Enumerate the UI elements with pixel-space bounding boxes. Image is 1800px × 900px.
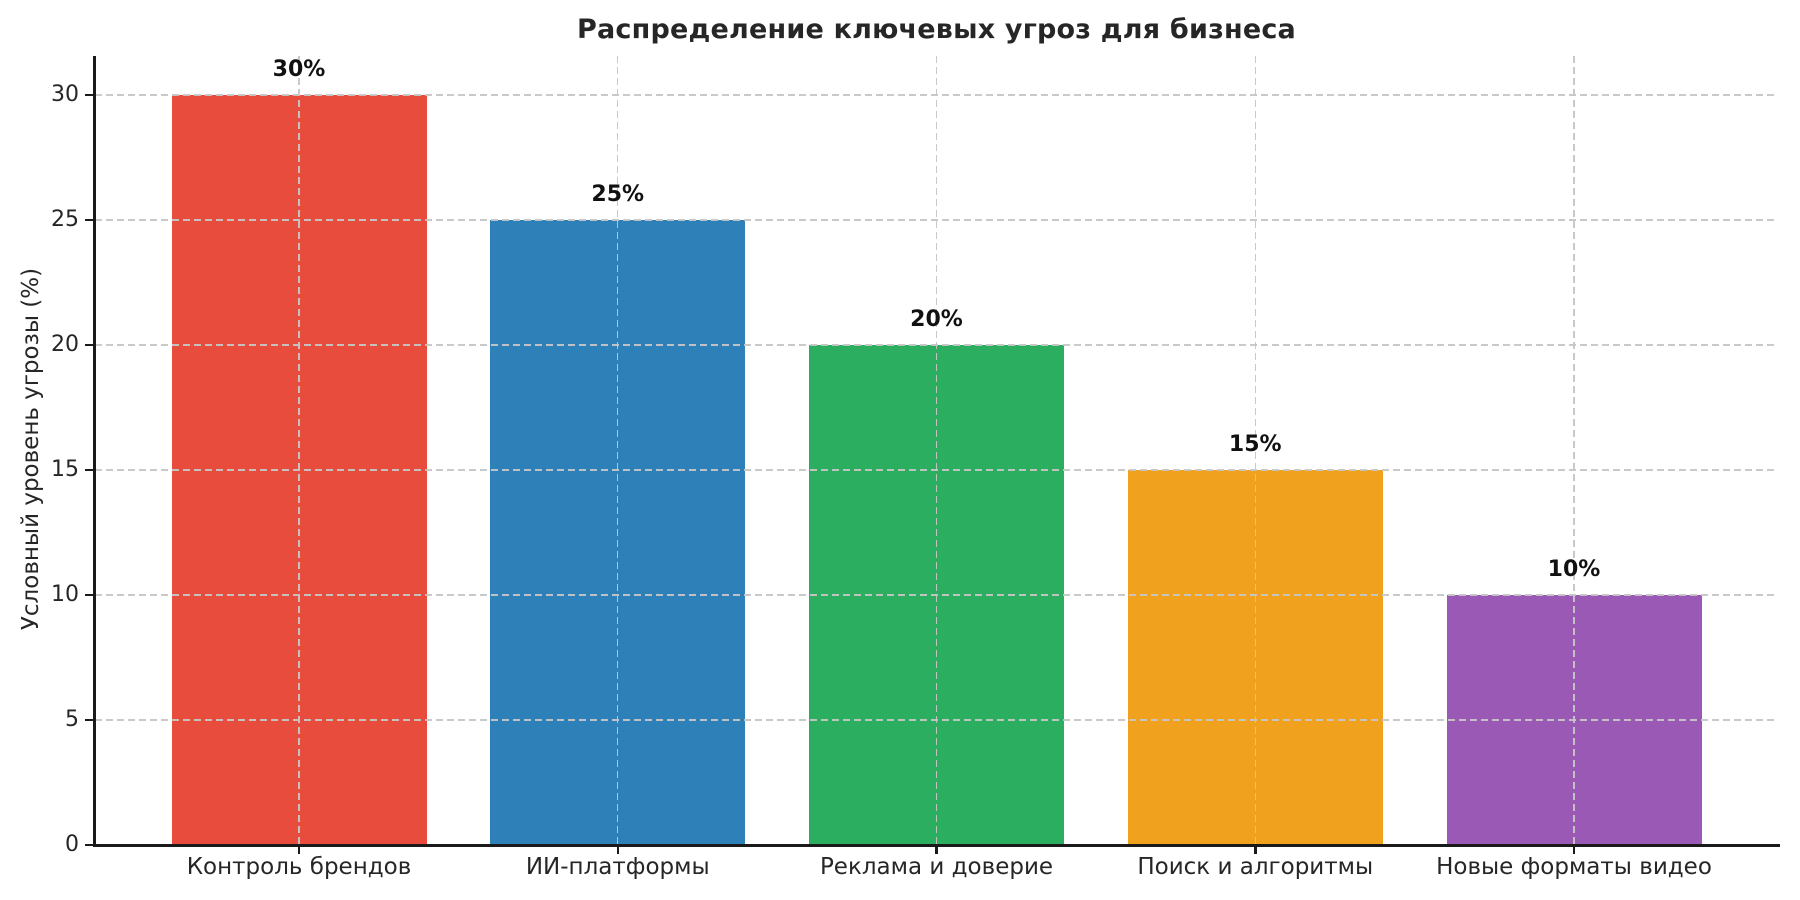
- bar-value-label: 20%: [910, 307, 963, 332]
- y-tick-label: 5: [65, 707, 79, 732]
- x-tick-label: Поиск и алгоритмы: [1137, 854, 1374, 880]
- y-tick-label: 0: [65, 832, 79, 857]
- y-tick-label: 10: [51, 582, 79, 607]
- x-tick-mark: [1254, 846, 1257, 854]
- y-tick-label: 20: [51, 332, 79, 357]
- y-tick-label: 25: [51, 207, 79, 232]
- x-tick-label: Новые форматы видео: [1436, 854, 1712, 880]
- x-tick-label: Реклама и доверие: [819, 854, 1054, 880]
- x-gridline: [298, 56, 300, 844]
- x-gridline: [617, 56, 619, 844]
- x-tick-mark: [616, 846, 620, 854]
- y-tick-mark: [85, 843, 93, 847]
- x-tick-mark: [935, 846, 938, 854]
- y-tick-mark: [85, 468, 93, 472]
- y-axis-spine: [93, 56, 96, 846]
- y-tick-label: 15: [51, 457, 79, 482]
- bar-value-label: 15%: [1228, 432, 1282, 457]
- chart-title: Распределение ключевых угроз для бизнеса: [577, 14, 1296, 45]
- bar-value-label: 25%: [591, 182, 645, 207]
- y-tick-mark: [85, 93, 93, 97]
- y-tick-mark: [85, 718, 93, 722]
- x-gridline: [935, 56, 938, 844]
- y-tick-mark: [85, 593, 93, 597]
- x-tick-mark: [1572, 846, 1576, 854]
- bar-value-label: 10%: [1547, 557, 1601, 582]
- bar-value-label: 30%: [272, 57, 326, 82]
- y-tick-mark: [85, 218, 93, 222]
- x-gridline: [1254, 56, 1256, 844]
- x-axis-spine: [93, 844, 1780, 847]
- x-tick-label: ИИ-платформы: [525, 854, 710, 880]
- y-tick-mark: [85, 343, 93, 347]
- x-gridline: [1573, 56, 1575, 844]
- x-tick-mark: [297, 846, 301, 854]
- y-tick-label: 30: [51, 82, 79, 107]
- x-tick-label: Контроль брендов: [186, 854, 412, 880]
